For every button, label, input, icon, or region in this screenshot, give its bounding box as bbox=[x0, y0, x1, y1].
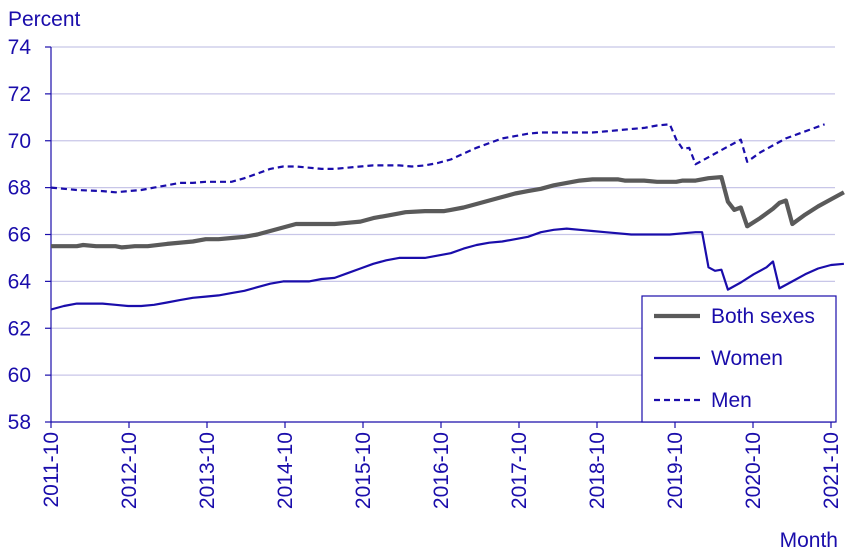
y-tick-label: 68 bbox=[8, 177, 31, 200]
series-line-men bbox=[50, 123, 825, 194]
y-tick-label: 64 bbox=[8, 270, 32, 293]
y-tick-label: 60 bbox=[8, 364, 31, 387]
gridlines bbox=[51, 46, 835, 376]
x-axis-title: Month bbox=[780, 529, 838, 552]
x-tick-label: 2020-10 bbox=[742, 432, 765, 509]
x-tick-label: 2016-10 bbox=[430, 432, 453, 509]
x-tick-label: 2015-10 bbox=[352, 432, 375, 509]
x-tick-label: 2019-10 bbox=[664, 432, 687, 509]
legend: Both sexes Women Men bbox=[641, 295, 837, 423]
y-tick-label: 62 bbox=[8, 317, 31, 340]
x-tick-label: 2013-10 bbox=[196, 432, 219, 509]
y-axis-title: Percent bbox=[8, 8, 81, 31]
y-tick-label: 70 bbox=[8, 130, 31, 153]
x-tick-label: 2018-10 bbox=[586, 432, 609, 509]
x-tick-label: 2021-10 bbox=[820, 432, 843, 509]
y-tick-label: 66 bbox=[8, 224, 31, 247]
y-tick-label: 58 bbox=[8, 411, 31, 434]
y-tick-labels: 58 60 62 64 66 68 70 72 74 bbox=[8, 36, 51, 434]
series-line-women bbox=[50, 227, 845, 311]
y-tick-label: 72 bbox=[8, 83, 31, 106]
y-tick-label: 74 bbox=[8, 36, 32, 59]
series-line-both-sexes bbox=[51, 175, 845, 250]
x-tick-label: 2017-10 bbox=[508, 432, 531, 509]
x-tick-label: 2011-10 bbox=[40, 432, 63, 508]
legend-label: Women bbox=[711, 347, 783, 370]
x-tick-label: 2014-10 bbox=[274, 432, 297, 509]
legend-label: Both sexes bbox=[711, 305, 815, 328]
series-lines bbox=[50, 123, 845, 311]
x-tick-labels: 2011-10 2012-10 2013-10 2014-10 2015-10 2016-… bbox=[40, 422, 843, 509]
x-tick-label: 2012-10 bbox=[118, 432, 141, 509]
legend-label: Men bbox=[711, 389, 752, 412]
